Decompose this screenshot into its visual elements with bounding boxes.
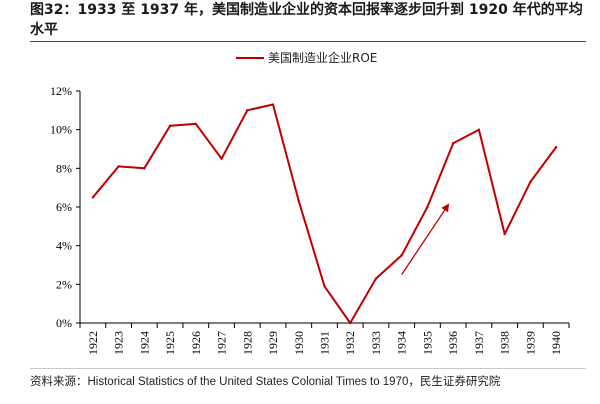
y-tick-label: 12% — [50, 84, 72, 98]
x-tick-label: 1925 — [163, 331, 177, 355]
x-tick-label: 1931 — [318, 331, 332, 355]
x-tick-label: 1926 — [189, 331, 203, 355]
data-point — [400, 254, 403, 257]
x-tick-label: 1940 — [549, 331, 563, 355]
data-point — [477, 128, 481, 131]
x-tick-label: 1929 — [266, 331, 280, 355]
y-tick-label: 8% — [56, 161, 72, 175]
x-tick-label: 1930 — [292, 331, 306, 355]
x-tick-label: 1936 — [446, 331, 460, 355]
legend-label: 美国制造业企业ROE — [268, 50, 377, 65]
data-point — [246, 109, 249, 112]
data-point — [503, 232, 506, 236]
data-point — [374, 277, 378, 280]
data-point — [297, 200, 300, 203]
data-point — [323, 285, 326, 288]
x-tick-label: 1924 — [137, 331, 151, 355]
source-divider — [30, 368, 586, 369]
x-tick-label: 1939 — [523, 331, 537, 355]
y-tick-label: 10% — [50, 123, 72, 137]
figure-title: 图32：1933 至 1937 年，美国制造业企业的资本回报率逐步回升到 192… — [30, 2, 583, 38]
x-tick-label: 1922 — [86, 331, 100, 355]
x-tick-label: 1934 — [395, 331, 409, 355]
x-tick-label: 1933 — [369, 331, 383, 355]
x-tick-label: 1927 — [215, 331, 229, 355]
data-point — [529, 180, 532, 184]
x-tick-label: 1928 — [240, 331, 254, 355]
annotation-layer — [401, 203, 450, 275]
y-tick-label: 0% — [56, 316, 72, 330]
series-line — [92, 103, 557, 324]
source-note: 资料来源：Historical Statistics of the United… — [30, 376, 501, 388]
x-tick-label: 1937 — [472, 331, 486, 355]
data-point — [220, 157, 223, 160]
x-tick-label: 1923 — [112, 331, 126, 355]
y-tick-label: 4% — [56, 239, 72, 253]
y-tick-label: 2% — [56, 277, 72, 291]
data-point — [426, 205, 429, 209]
y-tick-label: 6% — [56, 200, 72, 214]
axes: 0% 2% 4% 6% 8% 10% 12% 1922 1923 1924 1925 1926 1927… — [50, 84, 570, 355]
legend: 美国制造业企业ROE — [236, 50, 377, 65]
series-layer — [91, 103, 558, 325]
x-tick-label: 1935 — [420, 331, 434, 355]
data-point — [349, 321, 352, 325]
data-point — [451, 142, 455, 145]
data-point — [554, 145, 558, 149]
data-point — [117, 165, 120, 168]
data-point — [143, 167, 146, 170]
data-point — [91, 196, 95, 199]
trend-arrow — [401, 203, 450, 275]
title-divider — [30, 41, 586, 42]
data-point — [168, 124, 172, 128]
x-tick-label: 1932 — [343, 331, 357, 355]
data-point — [194, 122, 198, 126]
data-point — [271, 103, 275, 106]
x-tick-label: 1938 — [498, 331, 512, 355]
